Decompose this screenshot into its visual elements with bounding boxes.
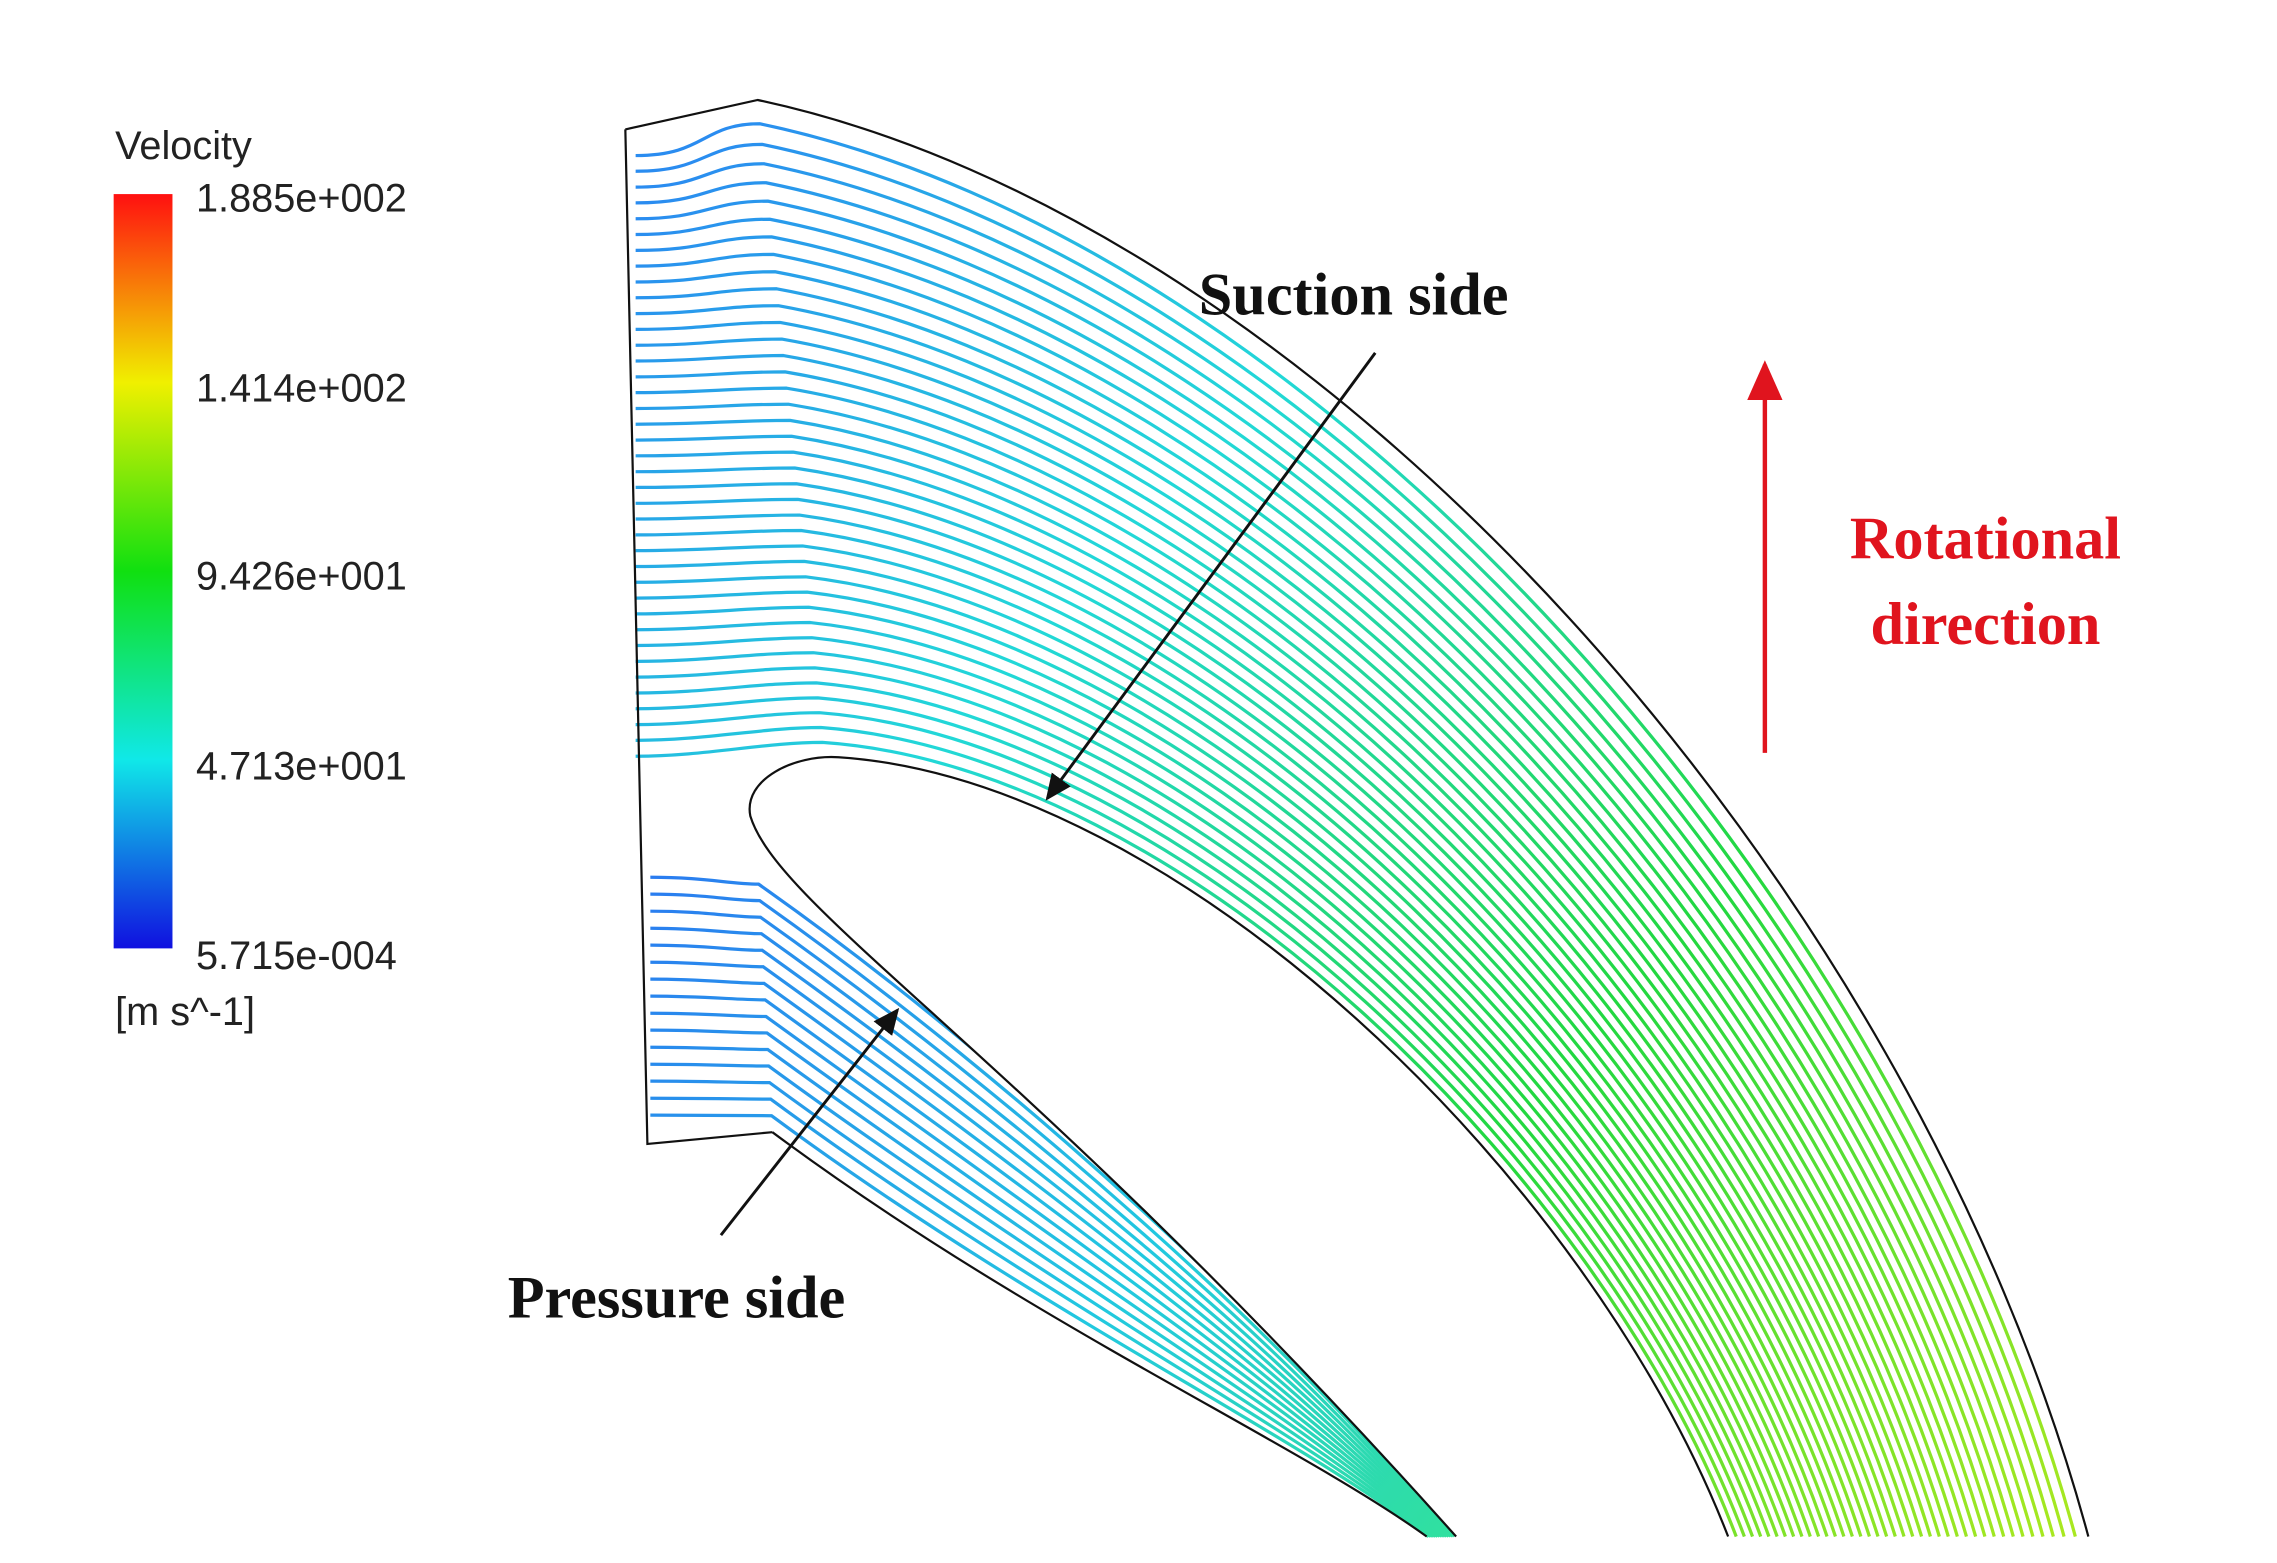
streamline (635, 620, 1804, 1538)
streamline (635, 450, 1897, 1538)
streamline (635, 337, 1959, 1537)
legend-tick: 1.885e+002 (196, 177, 407, 221)
streamline (635, 544, 1846, 1538)
streamline (635, 418, 1915, 1538)
streamline (635, 482, 1880, 1538)
streamline (635, 386, 1932, 1538)
streamline (635, 590, 1821, 1538)
streamline (635, 681, 1771, 1538)
streamline (650, 977, 1445, 1538)
streamline (635, 320, 1969, 1537)
streamline (635, 636, 1796, 1538)
suction-label: Suction side (1199, 262, 1509, 329)
streamline (635, 466, 1889, 1538)
streamline (635, 162, 2055, 1537)
streamline (635, 725, 1746, 1538)
streamline (635, 605, 1812, 1538)
streamline (650, 926, 1450, 1538)
rotation-label: Rotational (1850, 506, 2121, 573)
streamline (650, 1028, 1439, 1538)
streamline (635, 497, 1871, 1538)
streamline (650, 943, 1449, 1538)
streamline (650, 994, 1443, 1538)
streamline (635, 666, 1779, 1538)
streamline (650, 909, 1452, 1538)
legend-tick: 9.426e+001 (196, 555, 407, 599)
streamline (635, 711, 1755, 1538)
streamline (635, 199, 2035, 1537)
streamline (635, 370, 1941, 1538)
streamline (635, 696, 1763, 1538)
pressure-label: Pressure side (508, 1264, 846, 1331)
colorbar (113, 194, 173, 949)
streamline (650, 960, 1447, 1538)
streamline (650, 1011, 1441, 1538)
streamline (650, 1113, 1430, 1538)
streamline (635, 287, 1987, 1537)
streamline (635, 740, 1738, 1538)
inlet-boundary (624, 129, 773, 1146)
streamline (635, 217, 2025, 1537)
legend-unit: [m s^-1] (115, 990, 255, 1034)
legend-tick: 1.414e+002 (196, 366, 407, 410)
streamline (635, 353, 1950, 1537)
streamline (650, 1079, 1434, 1538)
streamline (650, 1062, 1436, 1538)
streamlines (635, 122, 2077, 1538)
streamline (635, 528, 1854, 1538)
streamline (635, 651, 1787, 1538)
streamline (635, 304, 1978, 1537)
streamline (635, 122, 2077, 1537)
legend-title: Velocity (115, 124, 252, 168)
streamline (650, 1096, 1432, 1538)
streamline (635, 270, 1996, 1537)
streamline (635, 513, 1863, 1538)
streamline (635, 235, 2015, 1537)
streamline (635, 402, 1924, 1538)
streamline (635, 559, 1837, 1538)
streamline (635, 575, 1829, 1538)
lower-boundary (771, 1131, 1428, 1538)
streamline (650, 1045, 1437, 1538)
blade (748, 755, 1730, 1538)
outer-boundary (625, 98, 2090, 1537)
suction-arrow (1045, 352, 1377, 801)
rotation-label: direction (1870, 591, 2100, 658)
pressure-arrow (719, 1007, 900, 1237)
legend-tick: 4.713e+001 (196, 744, 407, 788)
streamline (635, 434, 1906, 1538)
legend-tick: 5.715e-004 (196, 934, 397, 978)
streamline (635, 252, 2006, 1537)
streamline (635, 142, 2066, 1537)
